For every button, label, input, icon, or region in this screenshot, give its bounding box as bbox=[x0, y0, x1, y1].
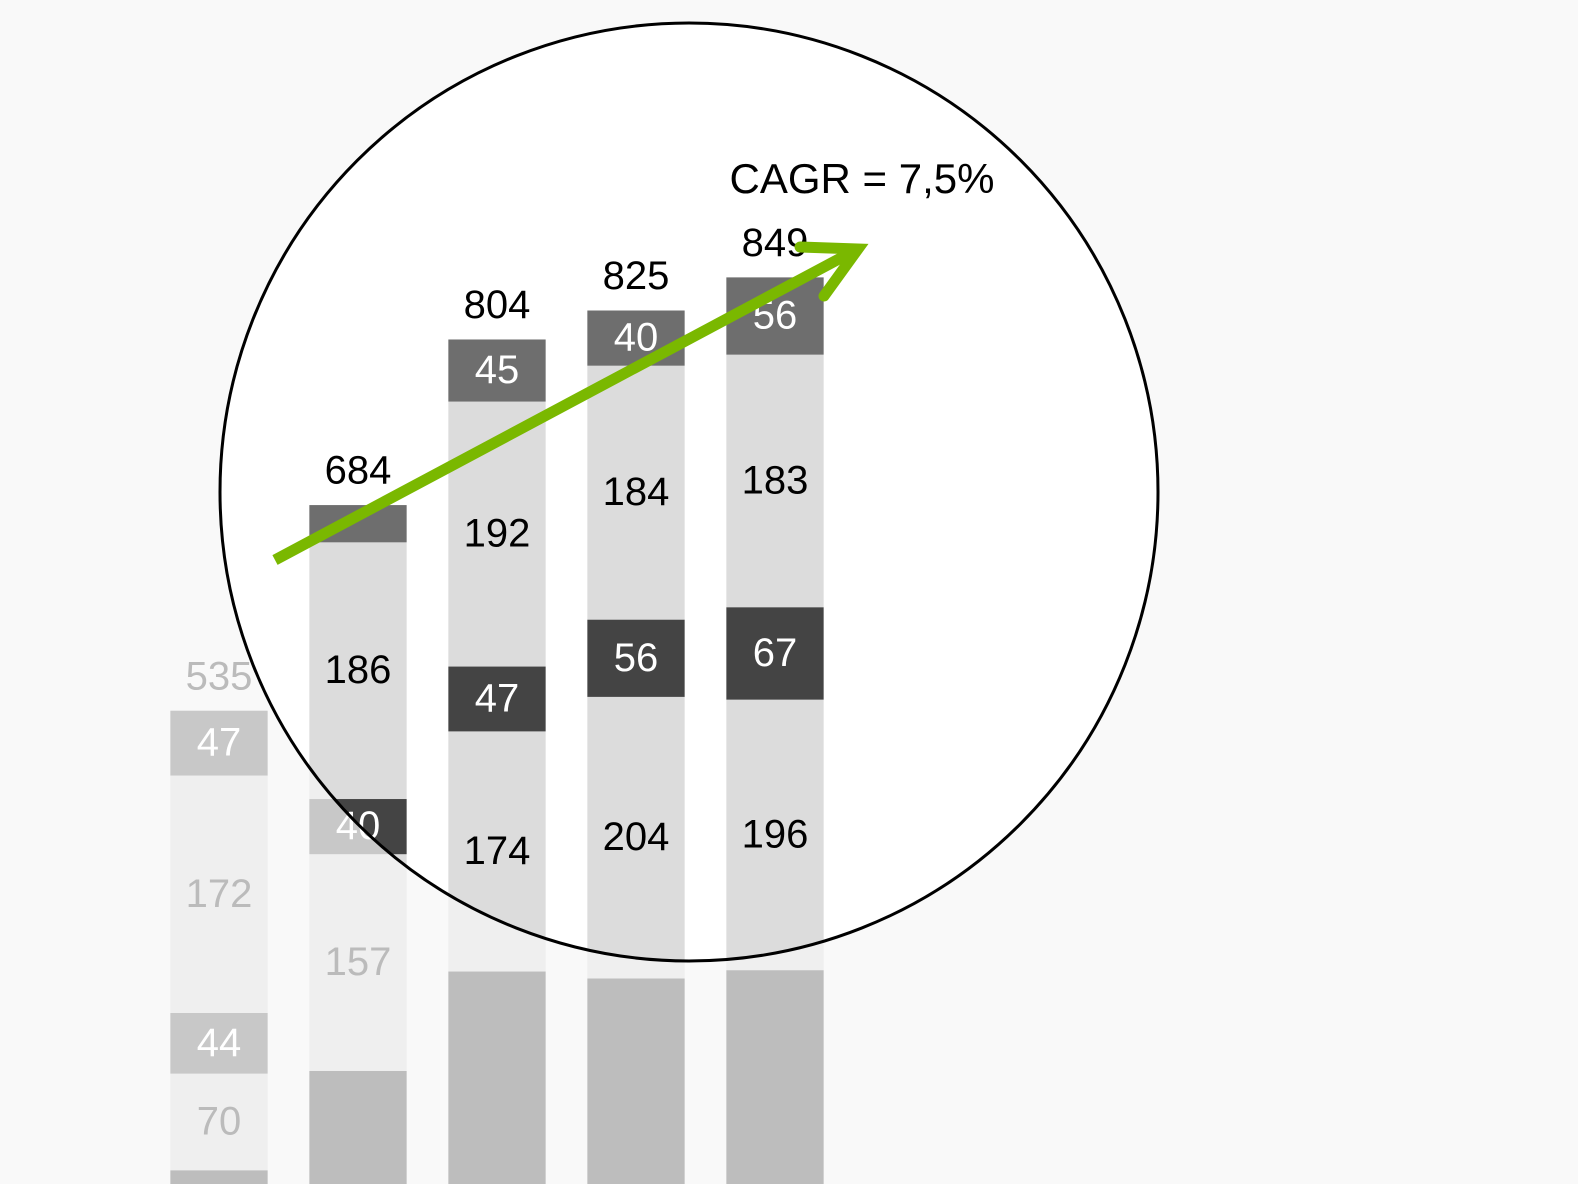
trend-arrow bbox=[272, 241, 869, 565]
segment-label: 172 bbox=[186, 872, 253, 916]
bar-segment bbox=[587, 978, 685, 1184]
bar-segment bbox=[587, 365, 685, 620]
segment-label: 184 bbox=[603, 470, 670, 514]
bar-segment bbox=[170, 1073, 268, 1171]
bar-segment bbox=[309, 1070, 407, 1184]
total-label: 804 bbox=[464, 283, 531, 327]
segment-label: 40 bbox=[614, 316, 659, 360]
bar-segment bbox=[587, 696, 685, 961]
segment-label: 47 bbox=[197, 721, 242, 765]
segment-label: 56 bbox=[614, 636, 659, 680]
segment-label: 186 bbox=[325, 648, 392, 692]
bar-segment bbox=[170, 775, 268, 1013]
bar-segment bbox=[170, 1170, 268, 1184]
bar-segment bbox=[587, 310, 685, 366]
bar-segment bbox=[309, 542, 407, 800]
bar-segment bbox=[170, 710, 268, 776]
bar-segment bbox=[726, 607, 824, 700]
total-label: 684 bbox=[325, 449, 392, 493]
segment-label: 174 bbox=[464, 829, 531, 873]
cagr-annotation: CAGR = 7,5% bbox=[730, 155, 995, 202]
bar-segment bbox=[170, 1012, 268, 1074]
total-label: 825 bbox=[603, 254, 670, 298]
segment-label: 183 bbox=[742, 458, 809, 502]
trend-shaft bbox=[272, 247, 855, 565]
segment-label: 196 bbox=[742, 812, 809, 856]
bar-segment bbox=[726, 699, 824, 961]
segment-label: 67 bbox=[753, 631, 798, 675]
segment-label: 70 bbox=[197, 1100, 242, 1144]
segment-label: 45 bbox=[475, 348, 520, 392]
bar-segment bbox=[726, 354, 824, 608]
bar-segment bbox=[726, 970, 824, 1184]
segment-label: 192 bbox=[464, 512, 531, 556]
lens-outline bbox=[218, 21, 1160, 963]
trend-head bbox=[794, 241, 869, 302]
segment-label: 204 bbox=[603, 815, 670, 859]
bar-segment bbox=[587, 619, 685, 697]
bar-segment bbox=[448, 666, 546, 732]
segment-label: 47 bbox=[475, 677, 520, 721]
total-label: 535 bbox=[186, 654, 253, 698]
segment-label: 157 bbox=[325, 940, 392, 984]
bar-segment bbox=[448, 339, 546, 402]
bar-segment bbox=[309, 854, 407, 1071]
bar-segment bbox=[448, 971, 546, 1184]
segment-label: 44 bbox=[197, 1021, 242, 1065]
